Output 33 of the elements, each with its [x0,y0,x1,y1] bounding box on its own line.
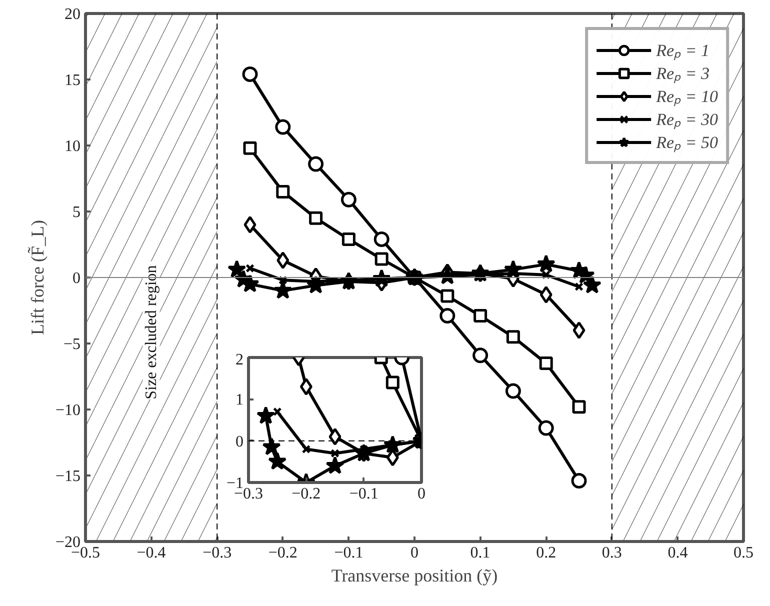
y-axis-title: Lift force (F̃_L) [26,220,48,335]
x-tick-label: 0.5 [734,544,754,562]
x-tick-label: −0.1 [349,486,378,502]
x-tick-label: 0 [410,544,418,562]
y-tick-label: −20 [55,534,81,551]
x-axis-title: Transverse position (ỹ) [331,566,498,586]
band-label: Size excluded region [142,265,160,400]
y-tick-label: 20 [64,6,80,23]
x-tick-label: −0.2 [268,544,298,562]
legend-label: Reₚ = 10 [656,86,718,107]
y-tick-label: −15 [55,468,81,485]
y-tick-label: 0 [72,270,80,287]
y-tick-label: −5 [63,336,81,353]
y-tick-label: 2 [236,352,244,368]
y-tick-label: 0 [236,433,244,450]
x-tick-label: −0.4 [136,544,166,562]
legend-label: Reₚ = 50 [656,132,718,153]
x-tick-label: −0.1 [334,544,364,562]
y-tick-label: −10 [55,402,81,419]
y-tick-label: 1 [236,392,244,409]
x-tick-label: −0.3 [202,544,232,562]
x-tick-label: 0.2 [536,544,556,562]
x-tick-label: 0 [418,486,426,502]
legend-label: Reₚ = 30 [656,109,718,130]
x-tick-label: 0.4 [668,544,688,562]
legend-label: Reₚ = 1 [656,40,710,61]
x-tick-label: 0.3 [602,544,622,562]
x-tick-label: 0.1 [470,544,490,562]
legend-label: Reₚ = 3 [656,63,710,84]
y-tick-label: 15 [64,72,80,89]
y-tick-label: 10 [64,138,80,155]
y-tick-label: 5 [72,204,80,221]
x-tick-label: −0.2 [292,486,321,502]
